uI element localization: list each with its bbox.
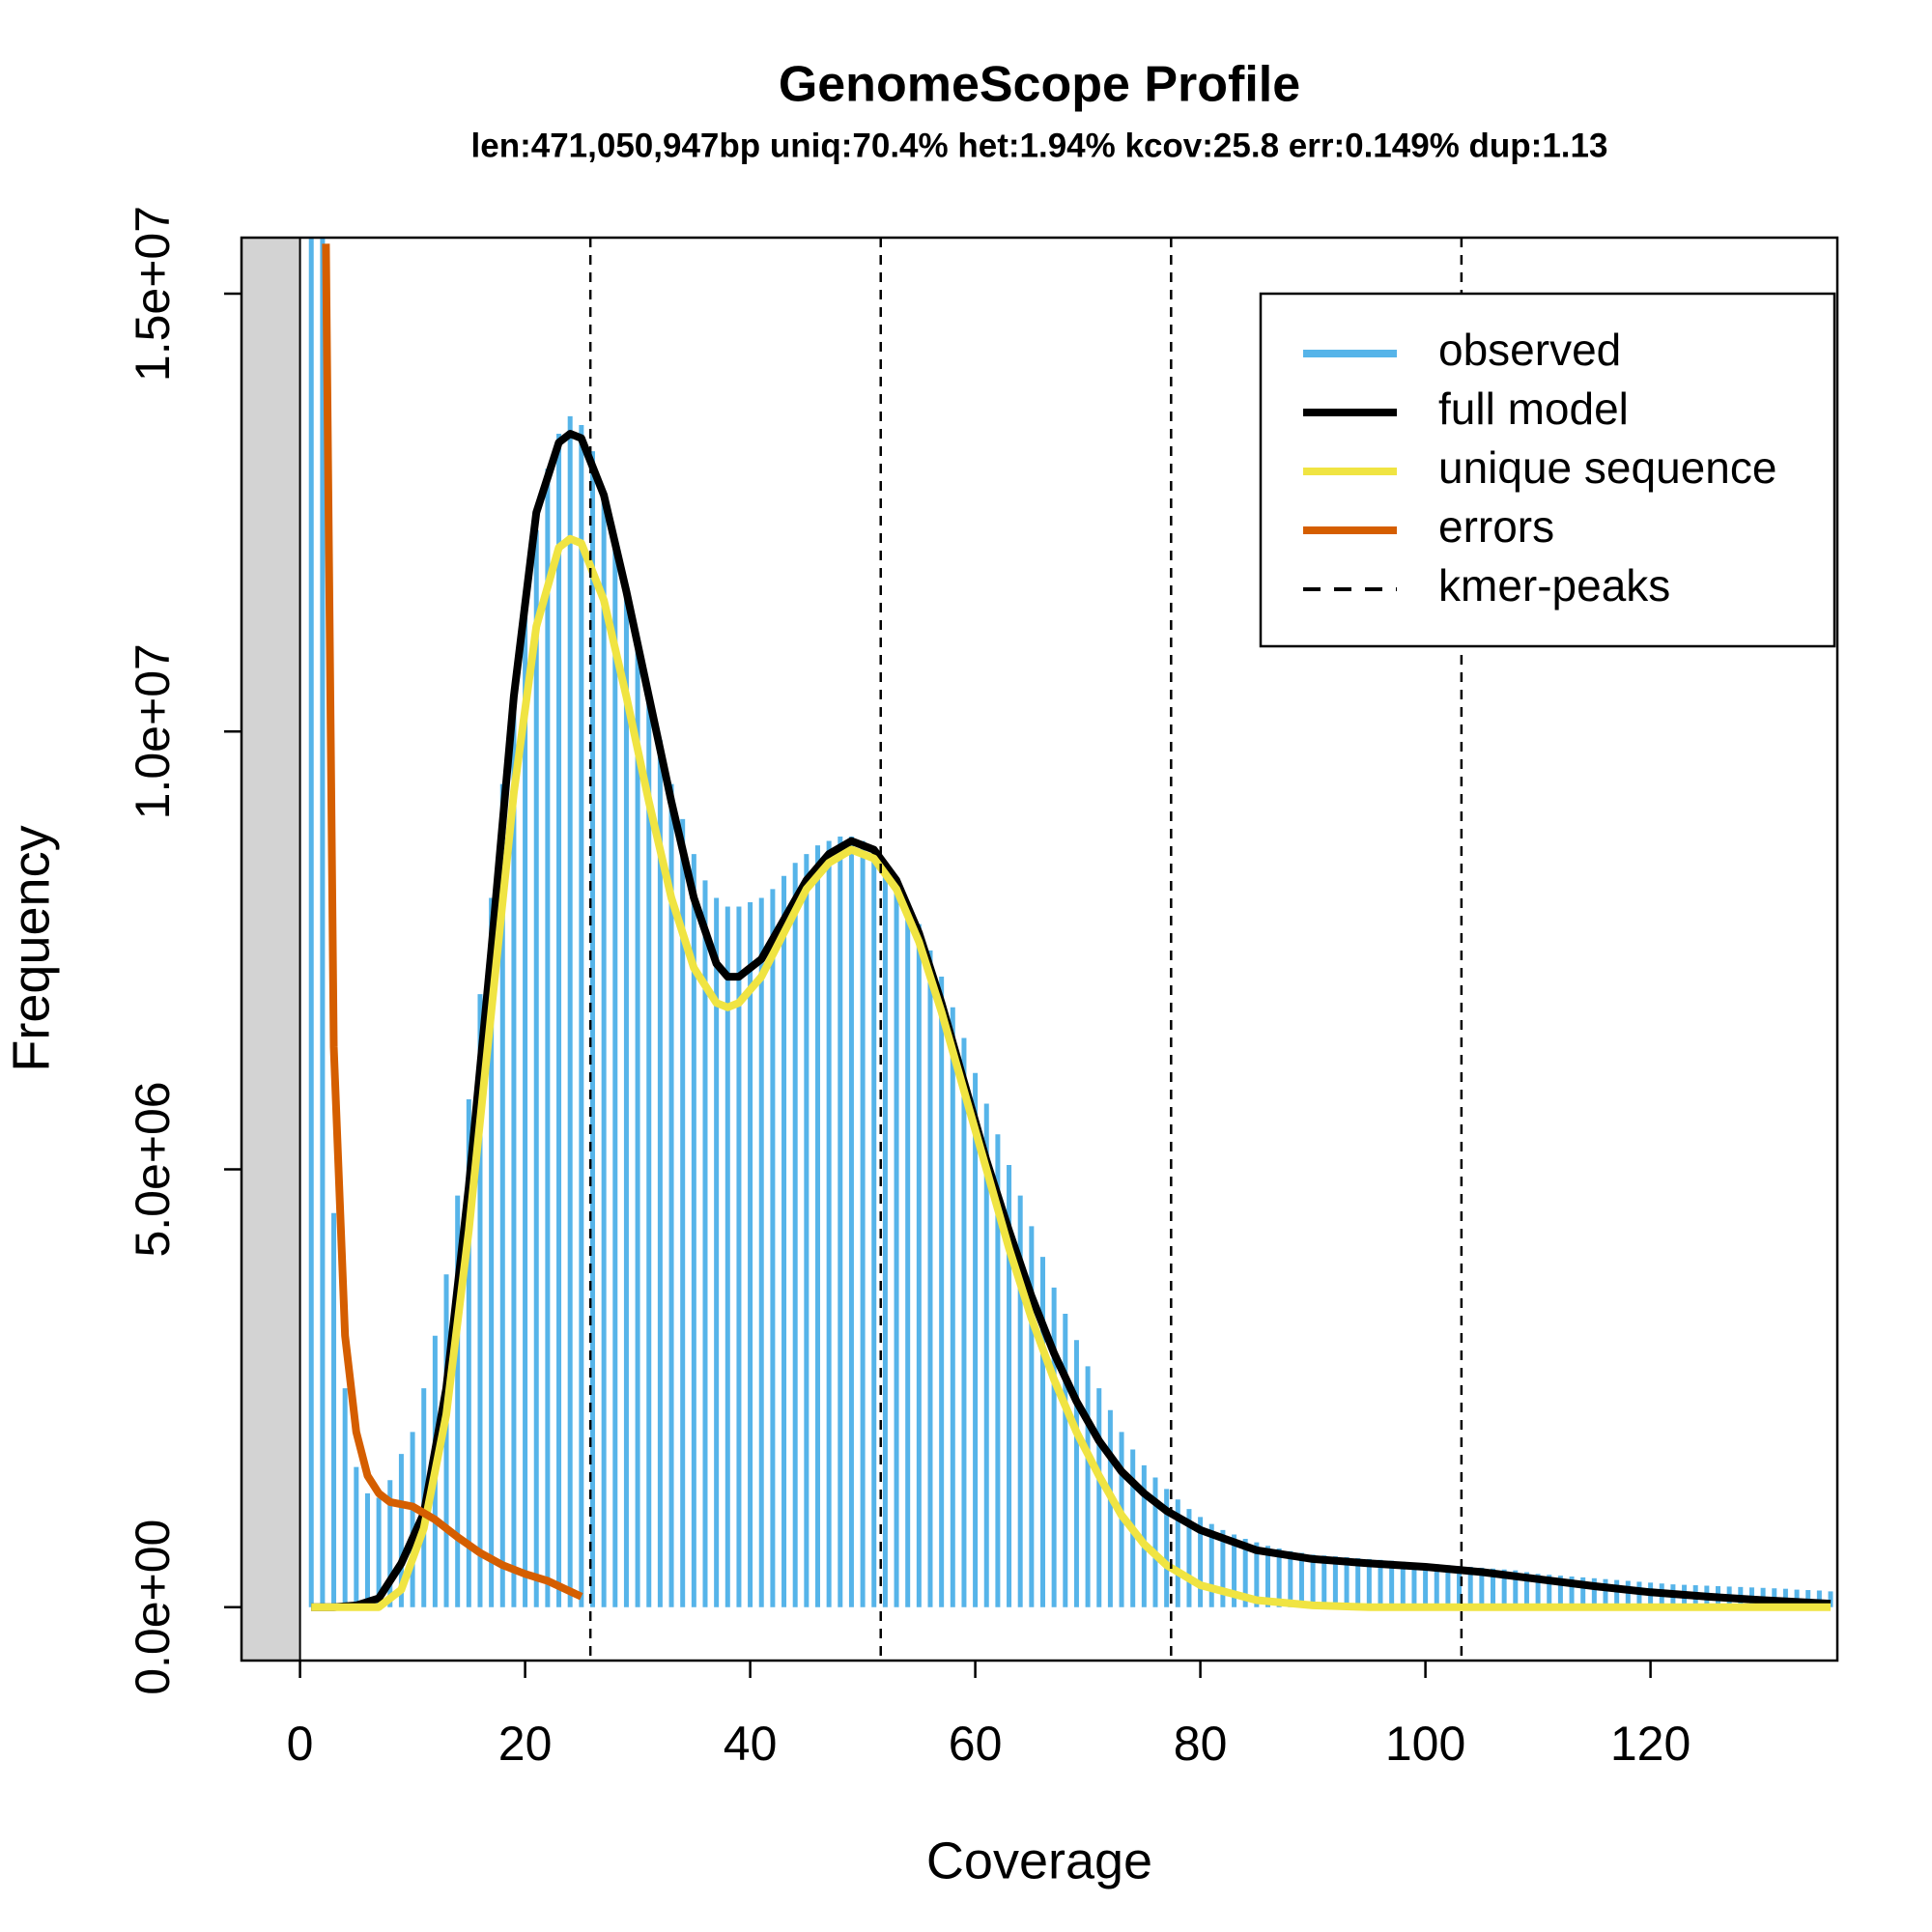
x-tick-label: 60 <box>949 1717 1003 1771</box>
legend: observed full model unique sequence errors k… <box>1259 292 1836 648</box>
plot-frame <box>240 236 1839 1662</box>
legend-label: unique sequence <box>1438 442 1776 493</box>
legend-label: full model <box>1438 384 1629 434</box>
y-tick-label: 1.5e+07 <box>126 206 180 382</box>
x-axis-label: Coverage <box>926 1832 1152 1889</box>
chart-subtitle: len:471,050,947bp uniq:70.4% het:1.94% k… <box>471 127 1608 164</box>
y-tick-label: 0.0e+00 <box>126 1520 180 1695</box>
legend-label: kmer-peaks <box>1438 560 1670 611</box>
x-tick-label: 0 <box>287 1717 314 1771</box>
plot-area <box>242 238 1833 1661</box>
model-line <box>311 430 1832 1611</box>
x-tick-label: 80 <box>1174 1717 1228 1771</box>
chart-title: GenomeScope Profile <box>779 57 1300 113</box>
y-tick-label: 5.0e+06 <box>126 1081 180 1257</box>
y-tick-label: 1.0e+07 <box>126 643 180 819</box>
y-axis-label: Frequency <box>2 825 60 1071</box>
x-tick-label: 20 <box>498 1717 553 1771</box>
x-tick-label: 120 <box>1610 1717 1690 1771</box>
legend-label: observed <box>1438 325 1621 375</box>
model-line <box>311 534 1831 1611</box>
excluded-region <box>242 238 301 1661</box>
legend-label: errors <box>1438 501 1554 552</box>
x-tick-label: 40 <box>724 1717 778 1771</box>
x-tick-label: 100 <box>1385 1717 1465 1771</box>
model-line <box>322 243 583 1601</box>
